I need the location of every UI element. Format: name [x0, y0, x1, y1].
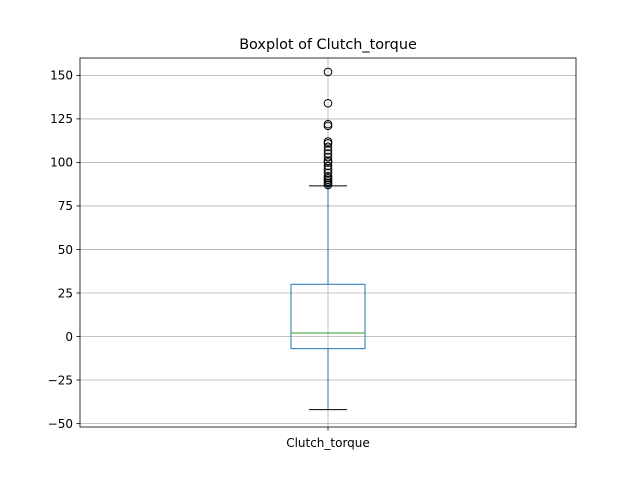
iqr-box [290, 283, 366, 350]
outlier-point [323, 152, 333, 162]
outlier-point [323, 161, 333, 171]
y-tick-label: 150 [50, 69, 73, 83]
outlier-point [323, 168, 333, 178]
outlier-point [323, 137, 333, 146]
outlier-point [323, 142, 333, 152]
axis-layer: −50 −25 0 25 50 75 100 125 150 Clutch_torque [48, 69, 370, 450]
y-tick-label: 50 [58, 243, 73, 257]
box-layer [290, 67, 366, 411]
outlier-point [323, 145, 333, 155]
chart-title: Boxplot of Clutch_torque [239, 37, 417, 53]
y-tick-label: −50 [48, 417, 73, 431]
y-tick-label: 100 [50, 156, 73, 170]
x-tick-label: Clutch_torque [286, 436, 370, 450]
y-tick-label: −25 [48, 373, 73, 387]
plot-frame [79, 57, 577, 428]
outlier-point [323, 67, 333, 77]
outlier-point [323, 98, 333, 108]
outlier-point [323, 156, 333, 165]
y-tick-label: 125 [50, 112, 73, 126]
outlier-point [323, 119, 333, 129]
y-tick-label: 0 [65, 330, 73, 344]
outlier-point [323, 149, 333, 159]
y-tick-label: 25 [58, 286, 73, 300]
outlier-point [323, 165, 333, 174]
y-tick-label: 75 [58, 199, 73, 213]
outlier-point [323, 172, 333, 181]
